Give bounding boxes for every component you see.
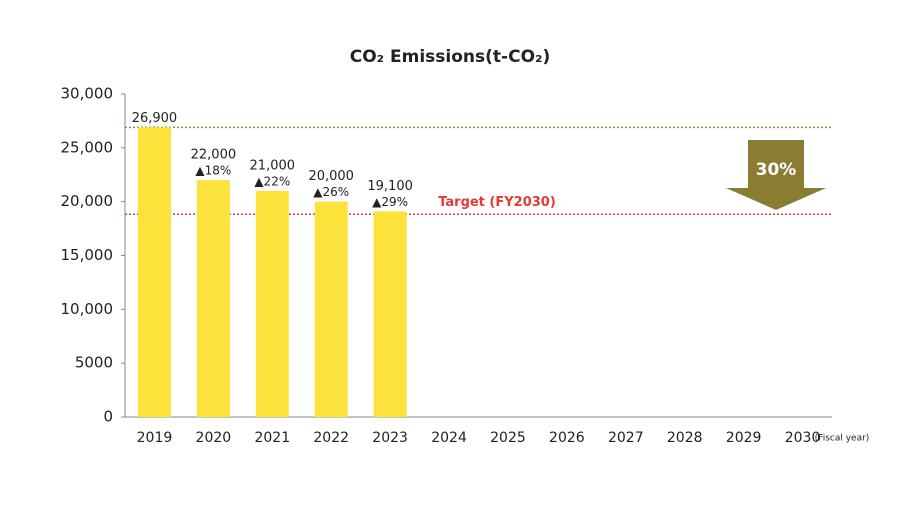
arrow-label: 30% bbox=[756, 160, 797, 180]
x-tick-label: 2030 bbox=[785, 430, 821, 446]
y-tick-label: 25,000 bbox=[61, 138, 114, 156]
x-tick-label: 2022 bbox=[313, 430, 349, 446]
x-tick-label: 2023 bbox=[372, 430, 408, 446]
chart-title: CO₂ Emissions(t-CO₂) bbox=[350, 47, 551, 67]
change-label: ▲29% bbox=[372, 195, 408, 209]
x-tick-label: 2024 bbox=[431, 430, 467, 446]
x-tick-label: 2026 bbox=[549, 430, 585, 446]
bar bbox=[196, 180, 230, 417]
value-label: 26,900 bbox=[132, 111, 178, 126]
x-tick-label: 2019 bbox=[137, 430, 173, 446]
value-label: 19,100 bbox=[367, 179, 413, 194]
value-label: 20,000 bbox=[308, 169, 354, 184]
bar bbox=[255, 190, 289, 417]
y-tick-label: 10,000 bbox=[61, 300, 114, 318]
x-tick-label: 2020 bbox=[196, 430, 232, 446]
bar bbox=[137, 127, 171, 418]
bar bbox=[373, 211, 407, 417]
x-tick-label: 2027 bbox=[608, 430, 644, 446]
x-tick-label: 2021 bbox=[254, 430, 290, 446]
reference-label: Target (FY2030) bbox=[438, 195, 556, 210]
arrow bbox=[726, 140, 826, 210]
bar bbox=[314, 201, 348, 417]
y-tick-label: 20,000 bbox=[61, 192, 114, 210]
change-label: ▲26% bbox=[313, 185, 349, 199]
value-label: 22,000 bbox=[191, 148, 237, 163]
y-tick-label: 15,000 bbox=[61, 246, 114, 264]
change-label: ▲18% bbox=[195, 164, 231, 178]
x-tick-label: 2028 bbox=[667, 430, 703, 446]
x-tick-label: 2029 bbox=[726, 430, 762, 446]
value-label: 21,000 bbox=[250, 158, 296, 173]
y-tick-label: 30,000 bbox=[61, 85, 114, 103]
change-label: ▲22% bbox=[254, 174, 290, 188]
x-axis-label: (Fiscal year) bbox=[815, 434, 870, 444]
x-tick-label: 2025 bbox=[490, 430, 526, 446]
y-tick-label: 0 bbox=[103, 408, 113, 426]
y-tick-label: 5000 bbox=[75, 354, 113, 372]
